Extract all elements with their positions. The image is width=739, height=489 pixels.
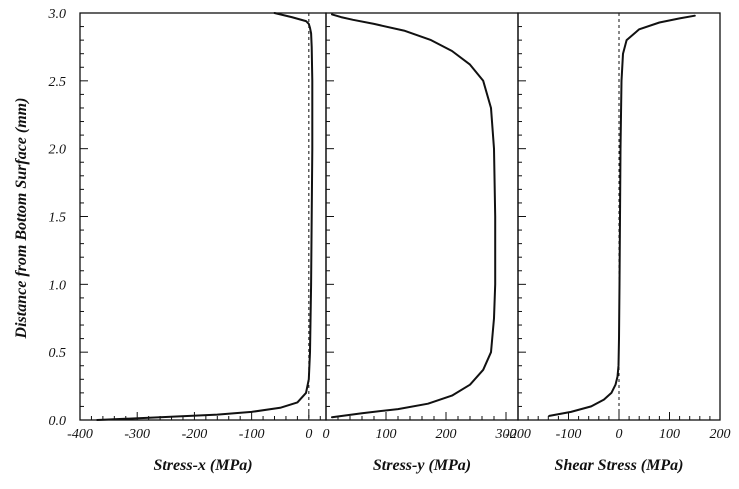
panel-1-stress-curve (96, 12, 314, 421)
panel-3-x-tick-label: 0 (616, 427, 623, 442)
panel-1-x-tick-label: -400 (67, 427, 93, 442)
panel-2-frame (325, 12, 519, 421)
panel-1-x-tick-label: -300 (124, 427, 150, 442)
panel-3-stress-curve (548, 14, 696, 417)
panel-2-x-tick-label: 300 (495, 427, 517, 442)
panel-1-frame (79, 12, 327, 421)
panel-3-x-tick-label: -200 (505, 427, 531, 442)
y-tick-label: 0.5 (49, 346, 67, 361)
panel-3-x-axis-title: Shear Stress (MPa) (555, 457, 684, 474)
panel-3-x-tick-label: 100 (659, 427, 680, 442)
y-tick-label: 3.0 (48, 7, 67, 22)
y-tick-label: 2.5 (49, 75, 67, 90)
y-tick-label: 1.0 (49, 278, 67, 293)
panel-1-x-tick-label: -200 (182, 427, 208, 442)
panel-2-x-axis-title: Stress-y (MPa) (373, 457, 471, 474)
panel-2-x-tick-label: 0 (323, 427, 330, 442)
y-tick-label: 2.0 (49, 143, 67, 158)
panel-1-x-tick-label: 0 (305, 427, 312, 442)
panel-1-x-axis-title: Stress-x (MPa) (153, 457, 252, 474)
y-tick-label: 1.5 (49, 211, 67, 226)
panel-2-stress-curve (331, 13, 497, 419)
y-tick-label: 0.0 (49, 414, 67, 429)
panel-3-x-tick-label: -100 (556, 427, 582, 442)
panel-3-x-tick-label: 200 (710, 427, 731, 442)
panel-2-x-tick-label: 200 (436, 427, 457, 442)
panel-1-x-tick-label: -100 (239, 427, 265, 442)
panel-2-x-tick-label: 100 (376, 427, 397, 442)
y-axis-title: Distance from Bottom Surface (mm) (13, 98, 30, 340)
